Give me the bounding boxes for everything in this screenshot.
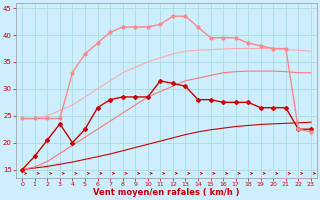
X-axis label: Vent moyen/en rafales ( km/h ): Vent moyen/en rafales ( km/h ): [93, 188, 240, 197]
